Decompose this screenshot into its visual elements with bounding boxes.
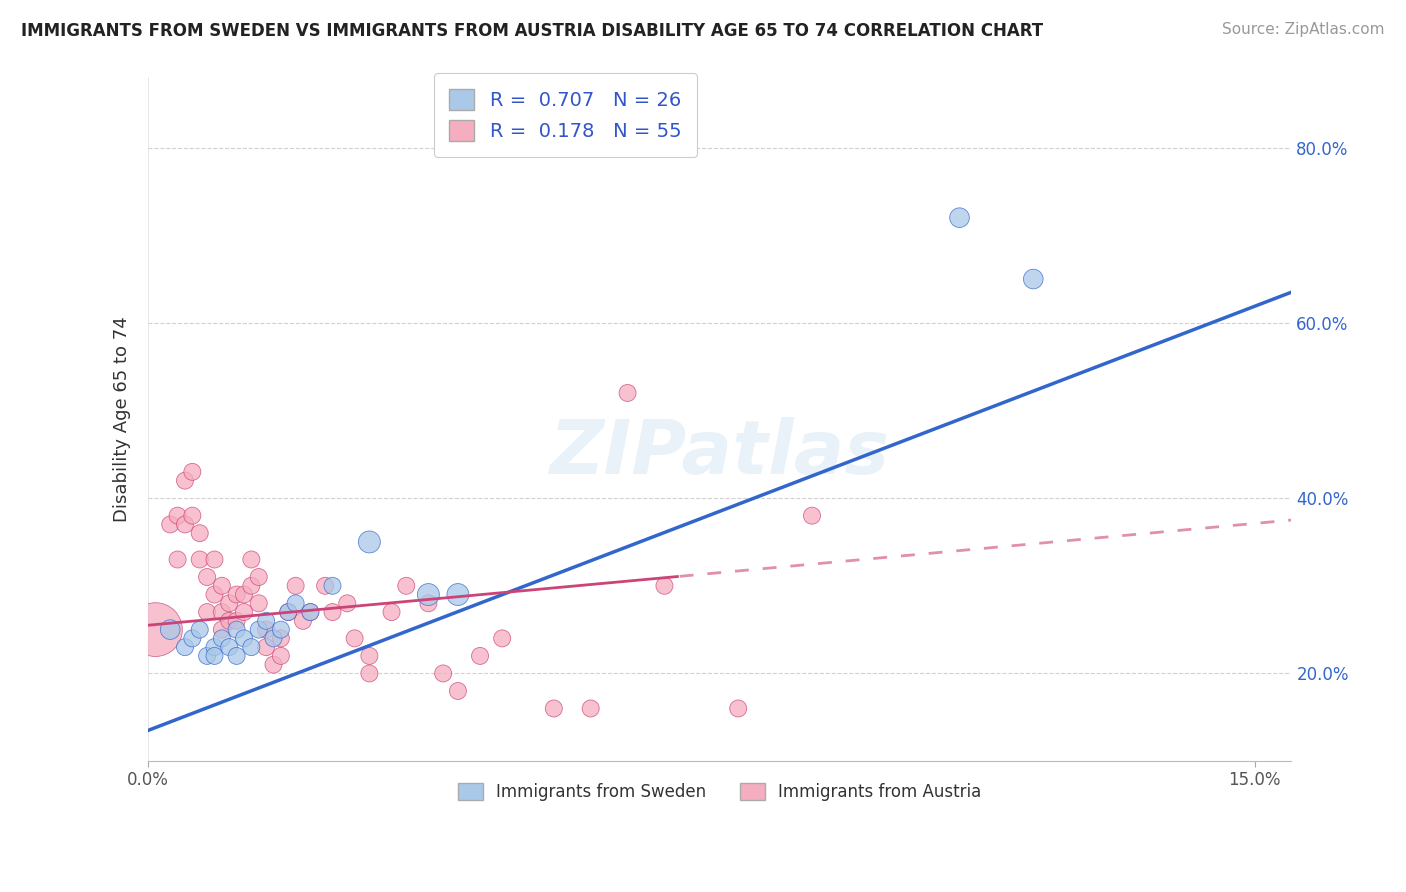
- Point: [225, 648, 247, 663]
- Point: [188, 526, 211, 541]
- Point: [277, 605, 299, 619]
- Point: [284, 596, 307, 610]
- Point: [277, 605, 299, 619]
- Point: [225, 588, 247, 602]
- Point: [174, 517, 197, 532]
- Point: [240, 579, 263, 593]
- Point: [247, 623, 270, 637]
- Point: [314, 579, 336, 593]
- Point: [321, 579, 343, 593]
- Point: [225, 614, 247, 628]
- Point: [299, 605, 322, 619]
- Point: [218, 614, 240, 628]
- Point: [270, 648, 292, 663]
- Point: [188, 623, 211, 637]
- Point: [166, 508, 188, 523]
- Point: [270, 623, 292, 637]
- Point: [801, 508, 824, 523]
- Point: [181, 508, 204, 523]
- Point: [225, 623, 247, 637]
- Point: [233, 632, 256, 646]
- Point: [418, 588, 440, 602]
- Point: [204, 648, 226, 663]
- Point: [195, 605, 218, 619]
- Point: [336, 596, 359, 610]
- Point: [263, 657, 285, 672]
- Point: [418, 596, 440, 610]
- Point: [211, 632, 233, 646]
- Point: [204, 552, 226, 566]
- Point: [247, 570, 270, 584]
- Point: [211, 605, 233, 619]
- Point: [359, 648, 381, 663]
- Point: [195, 570, 218, 584]
- Point: [432, 666, 454, 681]
- Point: [299, 605, 322, 619]
- Point: [616, 386, 638, 401]
- Point: [254, 640, 277, 654]
- Text: IMMIGRANTS FROM SWEDEN VS IMMIGRANTS FROM AUSTRIA DISABILITY AGE 65 TO 74 CORREL: IMMIGRANTS FROM SWEDEN VS IMMIGRANTS FRO…: [21, 22, 1043, 40]
- Point: [284, 579, 307, 593]
- Point: [447, 588, 470, 602]
- Point: [359, 666, 381, 681]
- Point: [447, 684, 470, 698]
- Point: [321, 605, 343, 619]
- Point: [159, 623, 181, 637]
- Point: [204, 588, 226, 602]
- Point: [174, 474, 197, 488]
- Point: [145, 623, 167, 637]
- Point: [159, 517, 181, 532]
- Point: [181, 632, 204, 646]
- Point: [181, 465, 204, 479]
- Point: [491, 632, 513, 646]
- Point: [254, 623, 277, 637]
- Point: [247, 596, 270, 610]
- Text: Source: ZipAtlas.com: Source: ZipAtlas.com: [1222, 22, 1385, 37]
- Point: [211, 623, 233, 637]
- Point: [174, 640, 197, 654]
- Point: [166, 552, 188, 566]
- Point: [270, 632, 292, 646]
- Point: [218, 640, 240, 654]
- Point: [579, 701, 602, 715]
- Point: [233, 588, 256, 602]
- Point: [359, 535, 381, 549]
- Point: [254, 614, 277, 628]
- Point: [240, 552, 263, 566]
- Point: [380, 605, 402, 619]
- Point: [211, 579, 233, 593]
- Legend: Immigrants from Sweden, Immigrants from Austria: Immigrants from Sweden, Immigrants from …: [444, 770, 995, 814]
- Point: [240, 640, 263, 654]
- Point: [218, 596, 240, 610]
- Point: [395, 579, 418, 593]
- Point: [233, 605, 256, 619]
- Y-axis label: Disability Age 65 to 74: Disability Age 65 to 74: [114, 317, 131, 522]
- Point: [543, 701, 565, 715]
- Point: [727, 701, 749, 715]
- Point: [263, 632, 285, 646]
- Point: [654, 579, 676, 593]
- Point: [204, 640, 226, 654]
- Point: [468, 648, 491, 663]
- Point: [188, 552, 211, 566]
- Text: ZIPatlas: ZIPatlas: [550, 417, 890, 490]
- Point: [1022, 272, 1045, 286]
- Point: [292, 614, 315, 628]
- Point: [343, 632, 366, 646]
- Point: [195, 648, 218, 663]
- Point: [948, 211, 970, 225]
